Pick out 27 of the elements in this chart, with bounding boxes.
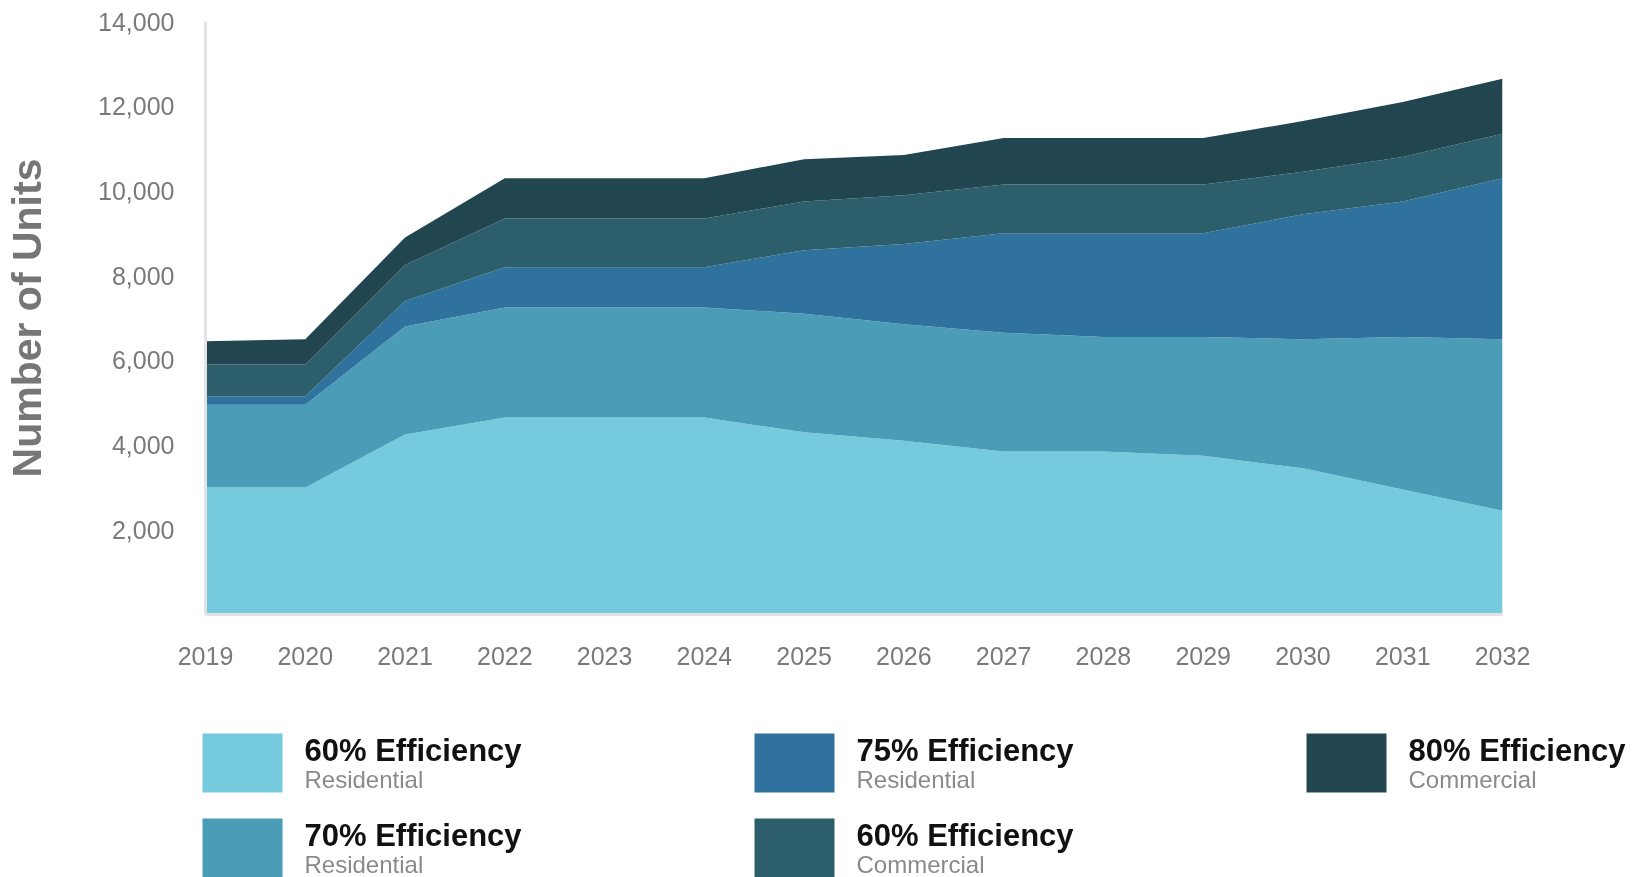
x-tick-label: 2024 (676, 641, 733, 670)
y-tick-label: 6,000 (111, 346, 175, 375)
x-tick-label: 2025 (776, 641, 832, 670)
x-tick-label: 2027 (975, 641, 1032, 670)
legend-label: 60% Efficiency Commercial (856, 818, 1075, 877)
legend-label: 80% Efficiency Commercial (1408, 733, 1627, 793)
y-tick-label: 4,000 (111, 431, 175, 460)
x-tick-label: 2021 (377, 641, 433, 670)
x-tick-label: 2032 (1474, 641, 1531, 670)
x-tick-label: 2026 (876, 641, 932, 670)
x-tick-label: 2031 (1374, 641, 1431, 670)
legend-label: 75% Efficiency Residential (856, 733, 1075, 793)
x-tick-label: 2023 (576, 641, 633, 670)
legend-label: 70% Efficiency Residential (304, 818, 523, 877)
x-tick-label: 2030 (1275, 641, 1331, 670)
x-tick-label: 2020 (277, 641, 334, 670)
x-tick-label: 2028 (1075, 641, 1132, 670)
x-tick-label: 2029 (1175, 641, 1232, 670)
y-tick-label: 2,000 (111, 515, 175, 544)
y-tick-label: 12,000 (98, 92, 175, 121)
y-tick-label: 10,000 (98, 176, 175, 205)
x-tick-label: 2022 (477, 641, 533, 670)
y-tick-label: 14,000 (98, 7, 175, 36)
x-tick-label: 2019 (177, 641, 234, 670)
y-axis-title: Number of Units (4, 158, 51, 478)
y-tick-label: 8,000 (111, 261, 175, 290)
legend-label: 60% Efficiency Residential (304, 733, 523, 793)
